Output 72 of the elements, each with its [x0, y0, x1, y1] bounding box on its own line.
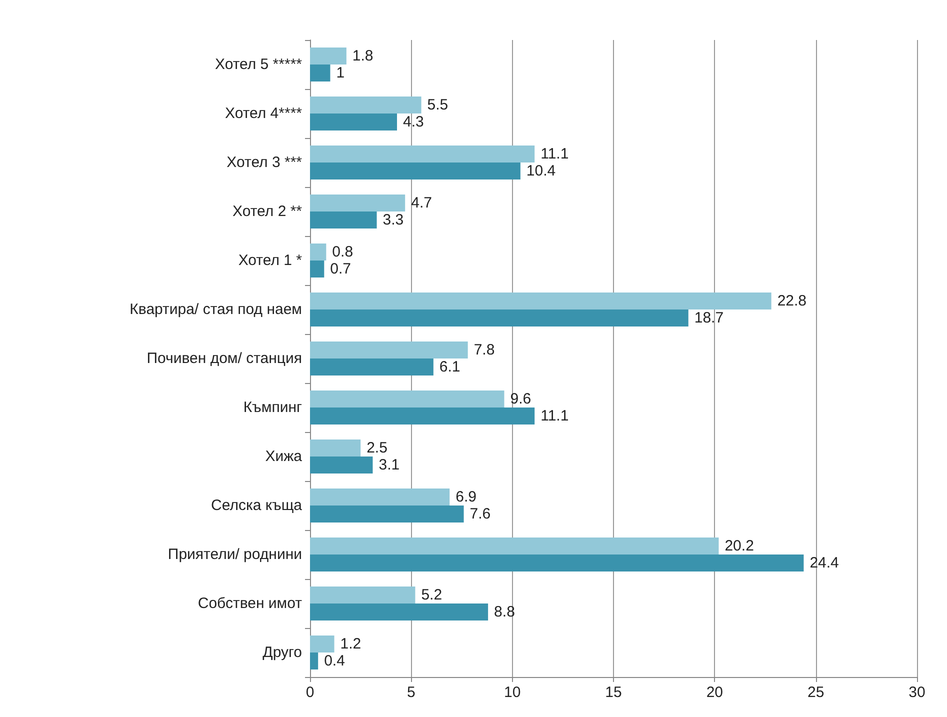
data-label: 0.4	[324, 652, 345, 670]
data-label: 18.7	[694, 310, 724, 326]
data-label: 20.2	[724, 538, 754, 554]
bar	[310, 310, 688, 326]
y-tick-label: Собствен имот	[198, 595, 302, 612]
data-label: 22.8	[777, 292, 807, 310]
data-label: 10.4	[526, 162, 556, 180]
data-label: 8.8	[494, 604, 515, 620]
data-label: 3.3	[382, 212, 404, 228]
data-label: 1.8	[352, 48, 374, 64]
bar	[310, 260, 324, 278]
bar	[310, 358, 434, 376]
data-label: 1.2	[340, 636, 362, 652]
bar	[310, 48, 346, 64]
bar	[310, 440, 361, 456]
data-label: 0.8	[332, 244, 354, 260]
y-tick-label: Хотел 2 **	[232, 203, 302, 220]
x-tick-label: 10	[504, 684, 521, 701]
x-tick-label: 0	[306, 684, 314, 701]
bar	[310, 194, 406, 212]
data-label: 5.2	[421, 586, 442, 604]
data-label: 11.1	[540, 146, 569, 162]
bar	[310, 604, 488, 620]
data-label: 7.8	[474, 342, 495, 358]
bar	[310, 342, 468, 358]
bar	[310, 554, 804, 572]
data-label: 0.7	[330, 260, 352, 278]
y-tick-label: Къмпинг	[243, 399, 303, 416]
bar	[310, 244, 326, 260]
data-label: 4.7	[411, 194, 432, 212]
y-tick-label: Хижа	[265, 448, 303, 465]
bar	[310, 506, 464, 522]
bar	[310, 408, 535, 424]
data-label: 3.1	[378, 456, 400, 474]
data-label: 1	[336, 64, 345, 82]
bar	[310, 212, 377, 228]
x-tick-label: 20	[706, 684, 724, 701]
data-label: 11.1	[540, 408, 569, 424]
data-label: 2.5	[366, 440, 388, 456]
y-tick-label: Почивен дом/ станция	[146, 350, 302, 367]
x-tick-label: 15	[605, 684, 622, 701]
x-tick-label: 5	[406, 684, 416, 701]
y-tick-label: Приятели/ роднини	[168, 546, 302, 563]
data-label: 6.1	[439, 358, 460, 376]
x-tick-label: 30	[908, 684, 926, 701]
bar	[310, 162, 520, 180]
bar	[310, 146, 535, 162]
y-tick-label: Хотел 5 *****	[214, 56, 302, 73]
y-tick-label: Селска къща	[211, 497, 303, 514]
data-label: 6.9	[456, 488, 476, 506]
y-tick-label: Друго	[262, 644, 302, 661]
bar	[310, 586, 416, 604]
bar	[310, 456, 373, 474]
bar	[310, 114, 398, 130]
bar	[310, 64, 330, 82]
bar	[310, 538, 719, 554]
data-label: 7.6	[470, 506, 491, 522]
data-label: 5.5	[427, 96, 448, 114]
y-tick-label: Хотел 1 *	[238, 252, 302, 269]
y-tick-label: Квартира/ стая под наем	[130, 301, 302, 318]
bar	[310, 652, 318, 670]
data-label: 9.6	[510, 390, 532, 408]
x-tick-label: 25	[807, 684, 824, 701]
bar	[310, 636, 334, 652]
bar	[310, 390, 504, 408]
bar	[310, 292, 772, 310]
data-label: 4.3	[403, 114, 424, 130]
data-label: 24.4	[810, 554, 839, 572]
y-tick-label: Хотел 4****	[224, 105, 302, 122]
y-tick-label: Хотел 3 ***	[226, 154, 302, 171]
bar	[310, 96, 422, 114]
bar	[310, 488, 450, 506]
